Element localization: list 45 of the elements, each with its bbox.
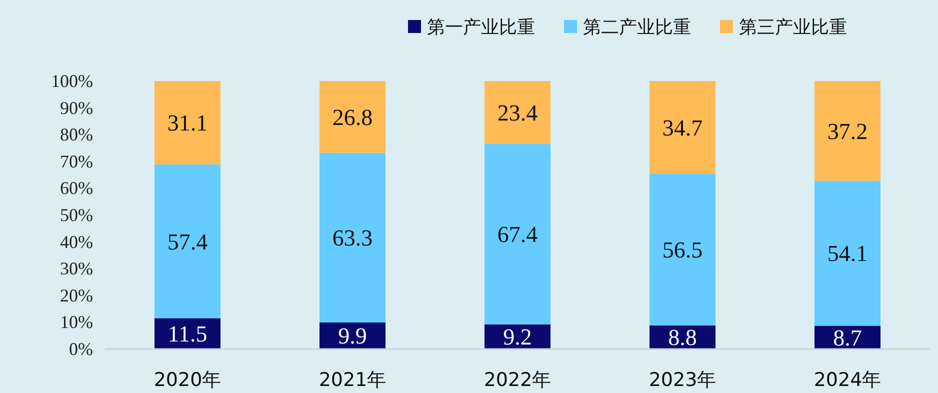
y-tick-label: 40% <box>60 232 93 252</box>
bar <box>484 81 550 144</box>
bar <box>650 81 716 174</box>
data-label: 9.9 <box>338 324 367 349</box>
bar <box>154 164 220 318</box>
data-label: 31.1 <box>167 110 208 136</box>
bar <box>814 81 880 181</box>
data-label: 37.2 <box>827 118 868 144</box>
data-label: 8.7 <box>833 325 862 350</box>
bar <box>320 152 386 322</box>
y-tick-label: 60% <box>60 178 93 198</box>
x-tick-label: 2021年 <box>318 369 386 391</box>
y-tick-label: 10% <box>60 312 93 332</box>
data-label: 34.7 <box>662 116 703 140</box>
x-tick-label: 2022年 <box>484 369 552 391</box>
bar <box>814 180 880 326</box>
data-label: 56.5 <box>662 238 703 263</box>
x-tick-label: 2024年 <box>814 369 882 391</box>
data-label: 11.5 <box>168 322 208 347</box>
bar <box>320 81 386 153</box>
data-label: 63.3 <box>332 226 373 251</box>
y-tick-label: 80% <box>60 124 93 145</box>
bar <box>154 81 220 164</box>
data-label: 8.8 <box>668 325 697 350</box>
bar <box>484 144 550 324</box>
data-label: 26.8 <box>332 104 373 130</box>
legend-label: 第一产业比重 <box>427 17 535 38</box>
data-label: 54.1 <box>827 241 868 266</box>
x-tick-label: 2020年 <box>154 369 222 391</box>
data-label: 23.4 <box>497 100 538 126</box>
legend-label: 第二产业比重 <box>583 17 691 38</box>
x-tick-label: 2023年 <box>648 369 716 391</box>
y-tick-label: 70% <box>60 151 93 172</box>
y-tick-label: 100% <box>51 71 93 91</box>
y-tick-label: 20% <box>60 285 93 306</box>
data-label: 9.2 <box>503 324 532 350</box>
data-label: 67.4 <box>497 222 538 248</box>
y-tick-label: 0% <box>69 339 93 359</box>
y-tick-label: 30% <box>60 258 93 279</box>
bar <box>650 174 716 326</box>
bar <box>154 318 220 349</box>
y-tick-label: 50% <box>60 205 93 225</box>
legend-label: 第三产业比重 <box>739 17 847 38</box>
y-tick-label: 90% <box>60 98 93 118</box>
data-label: 57.4 <box>167 229 208 254</box>
